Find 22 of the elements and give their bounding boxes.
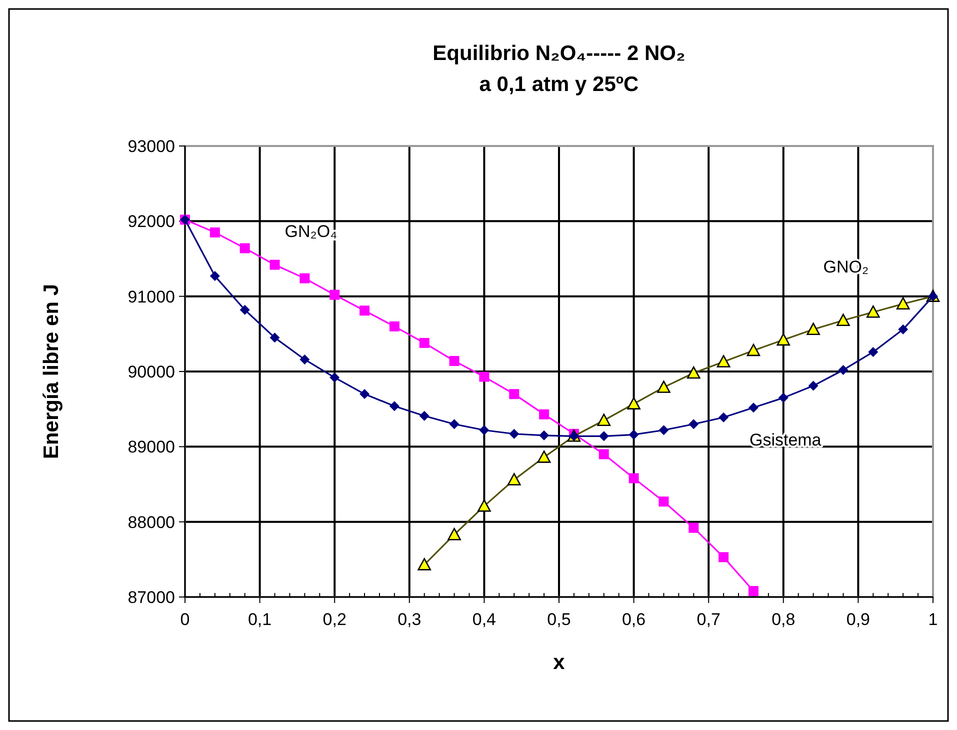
x-tick-label: 0	[180, 610, 190, 629]
x-tick-label: 0,8	[772, 610, 796, 629]
x-tick-label: 0,7	[696, 610, 720, 629]
y-tick-label: 87000	[128, 588, 175, 607]
x-tick-label: 0,1	[248, 610, 272, 629]
y-tick-label: 92000	[128, 212, 175, 232]
y-tick-label: 89000	[128, 438, 175, 457]
y-tick-label: 91000	[128, 287, 175, 306]
chart-title: Equilibrio N₂O₄----- 2 NO₂	[432, 42, 686, 65]
x-tick-label: 0,9	[846, 610, 870, 629]
chart-subtitle: a 0,1 atm y 25ºC	[479, 73, 639, 96]
y-tick-label: 88000	[128, 512, 175, 532]
x-tick-label: 1	[928, 610, 938, 629]
x-tick-label: 0,5	[547, 610, 571, 629]
x-tick-label: 0,3	[398, 610, 422, 629]
x-tick-label: 0,6	[622, 610, 646, 629]
y-tick-label: 93000	[128, 137, 175, 156]
x-axis-title: x	[553, 651, 566, 674]
x-tick-label: 0,2	[322, 610, 346, 629]
x-tick-label: 0,4	[472, 610, 496, 629]
y-tick-label: 90000	[128, 362, 175, 382]
y-axis-title: Energía libre en J	[40, 284, 63, 460]
